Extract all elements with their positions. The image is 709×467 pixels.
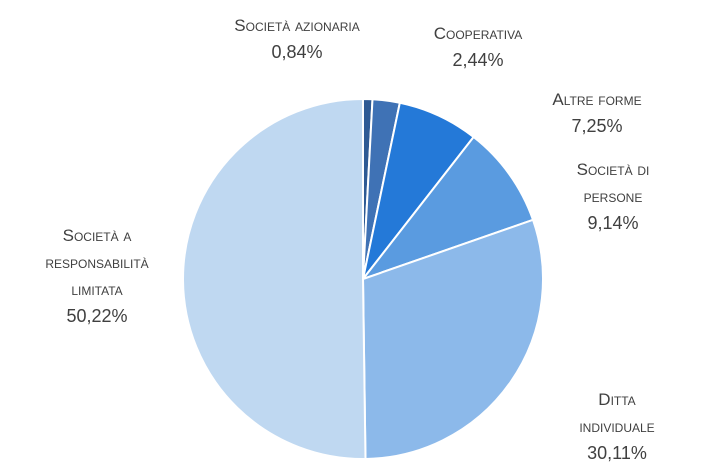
category-name: Altre forme — [552, 90, 642, 109]
value-label: 0,84% — [271, 42, 323, 62]
value-label: 50,22% — [66, 306, 128, 326]
slice-label: Società azionaria 0,84% — [234, 12, 359, 66]
slice-label: Cooperativa 2,44% — [434, 20, 523, 74]
pie-slice — [361, 218, 544, 459]
category-name: Ditta individuale — [579, 390, 655, 436]
pie-slice — [360, 135, 535, 282]
slice-label: Ditta individuale 30,11% — [571, 386, 663, 467]
slice-label: Società a responsabilità limitata 50,22% — [22, 222, 172, 330]
value-label: 30,11% — [587, 443, 647, 463]
category-name: Società azionaria — [234, 16, 360, 35]
category-name: Società di persone — [576, 160, 650, 206]
slice-label: Società di persone 9,14% — [565, 156, 661, 237]
category-name: Società a responsabilità limitata — [45, 226, 149, 299]
slice-label: Altre forme 7,25% — [552, 86, 641, 140]
category-name: Cooperativa — [433, 24, 523, 43]
pie-slice — [182, 97, 367, 459]
value-label: 9,14% — [587, 213, 639, 233]
value-label: 7,25% — [571, 116, 623, 136]
value-label: 2,44% — [452, 50, 504, 70]
